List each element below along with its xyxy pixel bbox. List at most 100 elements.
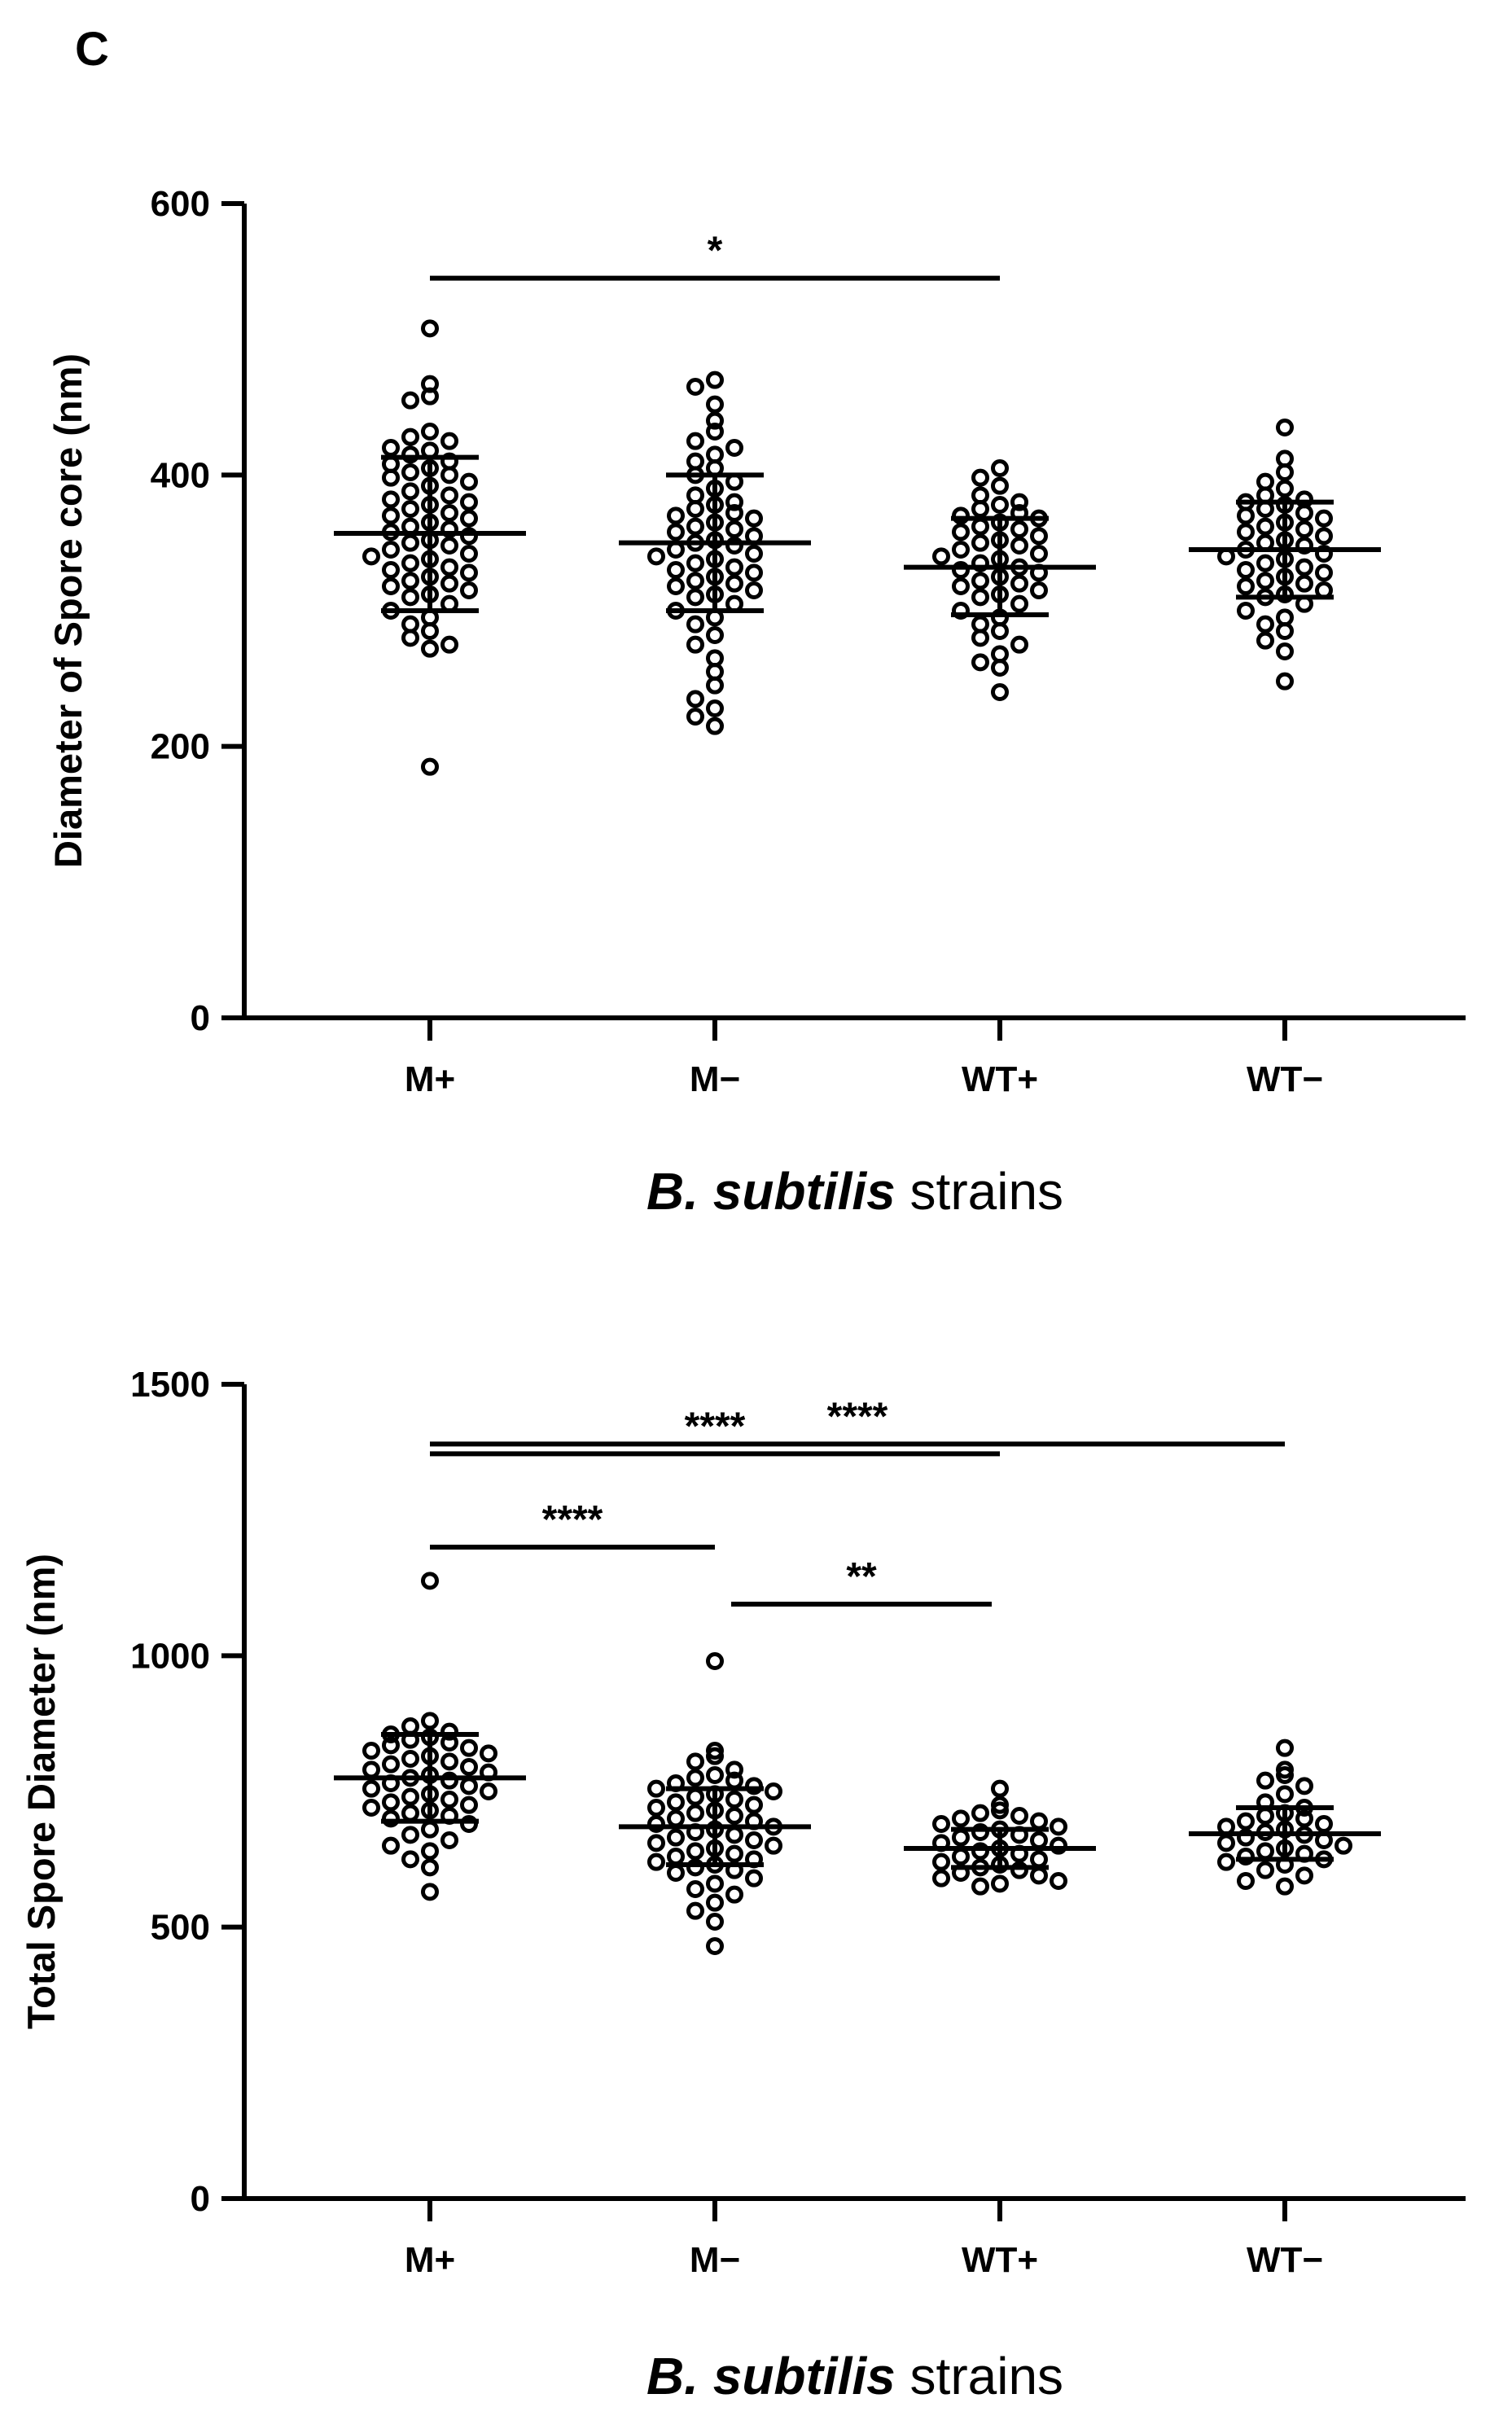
data-point <box>401 391 419 410</box>
data-point <box>725 1807 743 1825</box>
data-point <box>421 1572 439 1590</box>
data-point <box>460 472 478 491</box>
data-point <box>971 588 989 607</box>
data-point <box>991 496 1009 514</box>
data-point <box>971 554 989 572</box>
data-point <box>362 1742 380 1760</box>
data-point <box>421 1858 439 1877</box>
data-point <box>421 622 439 640</box>
data-point <box>480 1744 497 1763</box>
data-point <box>971 1804 989 1822</box>
data-point <box>952 1848 970 1866</box>
data-point <box>421 639 439 658</box>
data-point <box>460 545 478 563</box>
data-point <box>667 1809 685 1828</box>
y-axis-title: Diameter of Spore core (nm) <box>46 353 90 868</box>
data-point <box>460 563 478 582</box>
data-point <box>440 432 458 450</box>
data-point <box>971 468 989 487</box>
data-point <box>1030 1850 1048 1869</box>
data-point <box>725 1844 743 1863</box>
data-point <box>440 486 458 505</box>
data-point <box>706 1747 724 1765</box>
data-point <box>401 1787 419 1806</box>
data-point <box>725 574 743 593</box>
data-point <box>401 427 419 446</box>
data-point <box>1237 561 1255 579</box>
significance-label: **** <box>827 1395 888 1438</box>
data-point <box>667 1848 685 1866</box>
data-point <box>401 500 419 518</box>
y-tick-label: 400 <box>151 455 210 495</box>
data-point <box>460 1815 478 1833</box>
data-point <box>745 1869 763 1888</box>
data-point <box>686 572 704 590</box>
x-axis-title: B. subtilis strains <box>646 1162 1063 1221</box>
data-point <box>1276 419 1294 436</box>
data-point <box>1010 635 1028 654</box>
x-tick-label: WT− <box>1247 1059 1323 1099</box>
data-point <box>1276 480 1294 498</box>
data-point <box>1295 1809 1313 1828</box>
data-point <box>952 523 970 541</box>
data-point <box>1030 581 1048 599</box>
data-point <box>706 717 724 735</box>
data-point <box>382 577 400 595</box>
data-point <box>1256 1861 1274 1879</box>
data-point <box>460 509 478 528</box>
data-point <box>991 622 1009 640</box>
data-point <box>401 533 419 552</box>
data-point <box>1276 463 1294 481</box>
data-point <box>991 459 1009 477</box>
data-point <box>440 558 458 577</box>
y-tick-label: 200 <box>151 727 210 767</box>
data-point <box>1030 1866 1048 1885</box>
data-point <box>1295 558 1313 577</box>
data-point <box>440 574 458 593</box>
data-point <box>401 572 419 590</box>
data-point <box>686 1901 704 1920</box>
data-point <box>460 527 478 546</box>
data-point <box>971 500 989 518</box>
data-point <box>667 1793 685 1812</box>
data-point <box>647 1834 665 1852</box>
data-point <box>1256 1842 1274 1861</box>
data-point <box>706 1766 724 1784</box>
data-point <box>1256 572 1274 590</box>
data-point <box>362 1779 380 1798</box>
data-point <box>1295 1777 1313 1795</box>
data-point <box>686 1769 704 1787</box>
data-point <box>382 561 400 579</box>
data-point <box>382 1793 400 1812</box>
x-tick-label: M+ <box>405 1059 455 1099</box>
data-point <box>460 1738 478 1757</box>
data-point <box>991 476 1009 495</box>
data-point <box>440 1771 458 1790</box>
data-point <box>706 411 724 430</box>
data-point <box>440 1831 458 1849</box>
significance-label: **** <box>542 1498 603 1541</box>
x-axis-title-rest: strains <box>896 1162 1063 1221</box>
data-point <box>706 626 724 644</box>
data-point <box>745 1831 763 1849</box>
data-point <box>440 537 458 555</box>
data-point <box>1010 594 1028 613</box>
data-point <box>460 1795 478 1814</box>
data-point <box>932 547 950 566</box>
data-point <box>440 1752 458 1771</box>
y-tick-label: 500 <box>151 1908 210 1948</box>
data-point <box>1276 1738 1294 1757</box>
data-point <box>421 1883 439 1901</box>
data-point <box>971 629 989 647</box>
data-point <box>1295 1866 1313 1885</box>
data-point <box>382 439 400 457</box>
data-point <box>706 1893 724 1912</box>
x-tick-label: WT− <box>1247 2240 1323 2280</box>
data-point <box>952 1828 970 1847</box>
y-tick-label: 1500 <box>130 1365 210 1405</box>
data-point <box>460 1777 478 1795</box>
x-axis-title-rest: strains <box>896 2347 1063 2405</box>
significance-label: * <box>708 230 723 273</box>
data-point <box>1030 1831 1048 1849</box>
data-point <box>686 588 704 607</box>
